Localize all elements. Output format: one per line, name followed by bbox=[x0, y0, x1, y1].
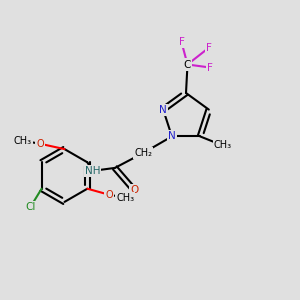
Text: CH₂: CH₂ bbox=[134, 148, 152, 158]
Text: NH: NH bbox=[85, 166, 100, 176]
Text: CH₃: CH₃ bbox=[116, 193, 134, 203]
Text: N: N bbox=[168, 131, 176, 141]
Text: Cl: Cl bbox=[25, 202, 35, 212]
Text: F: F bbox=[207, 62, 213, 73]
Text: C: C bbox=[184, 59, 191, 70]
Text: O: O bbox=[130, 185, 139, 195]
Text: F: F bbox=[206, 43, 212, 53]
Text: F: F bbox=[178, 37, 184, 47]
Text: O: O bbox=[36, 139, 44, 149]
Text: CH₃: CH₃ bbox=[14, 136, 32, 146]
Text: N: N bbox=[159, 105, 167, 115]
Text: CH₃: CH₃ bbox=[214, 140, 232, 150]
Text: O: O bbox=[105, 190, 113, 200]
